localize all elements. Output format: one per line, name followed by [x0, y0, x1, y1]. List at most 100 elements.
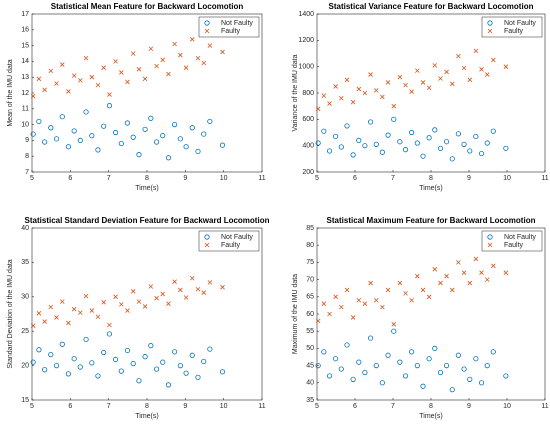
y-tick-label: 11: [22, 106, 29, 113]
y-tick-label: 25: [21, 328, 29, 335]
point: [321, 349, 327, 355]
point: [30, 131, 36, 137]
point: [195, 148, 201, 155]
point: [48, 125, 54, 131]
y-axis-label: Variance of the IMU data: [292, 54, 299, 131]
point: [391, 116, 397, 122]
legend-box: [198, 230, 260, 252]
y-tick-label: 65: [306, 294, 314, 301]
point: [409, 129, 415, 136]
point: [112, 129, 119, 136]
point: [101, 123, 107, 129]
point: [95, 314, 101, 320]
point: [48, 351, 54, 358]
point: [54, 315, 59, 320]
point: [362, 90, 368, 96]
point: [201, 131, 207, 137]
point: [367, 335, 374, 341]
x-tick-label: 10: [503, 175, 511, 182]
point: [409, 89, 414, 94]
point: [444, 273, 449, 279]
point: [484, 72, 490, 77]
point: [142, 76, 148, 82]
point: [83, 293, 89, 299]
point: [367, 119, 374, 125]
point: [333, 356, 339, 362]
point: [402, 147, 409, 153]
point: [402, 373, 409, 379]
point: [71, 128, 77, 134]
point: [326, 148, 333, 154]
point: [172, 41, 177, 47]
point: [432, 63, 438, 68]
point: [189, 275, 195, 281]
point: [124, 120, 131, 126]
point: [315, 362, 321, 369]
point: [356, 86, 362, 92]
point: [420, 383, 426, 389]
point: [89, 360, 95, 366]
point: [409, 349, 415, 355]
point: [385, 80, 391, 85]
legend-marker: [204, 20, 210, 26]
point: [65, 144, 72, 150]
point: [148, 343, 154, 349]
point: [327, 311, 332, 317]
point: [183, 295, 189, 300]
x-tick-label: 6: [68, 175, 72, 182]
point: [333, 294, 338, 300]
point: [113, 294, 118, 300]
point: [183, 144, 189, 150]
point: [148, 284, 154, 289]
legend-label: Not Faulty: [221, 20, 253, 27]
y-tick-label: 13: [21, 74, 29, 81]
point: [356, 297, 362, 303]
point: [432, 345, 438, 351]
x-tick-label: 9: [183, 403, 187, 410]
x-axis-label: Time(s): [419, 185, 442, 192]
y-tick-label: 75: [306, 259, 314, 266]
point: [154, 295, 159, 301]
point: [66, 320, 71, 326]
point: [42, 367, 48, 373]
point: [473, 256, 479, 262]
point: [107, 322, 112, 328]
point: [456, 260, 461, 265]
point: [479, 67, 484, 72]
point: [397, 280, 403, 286]
point: [362, 301, 368, 306]
y-tick-label: 70: [306, 276, 314, 283]
x-tick-label: 9: [467, 175, 471, 182]
point: [177, 362, 183, 369]
x-tick-label: 7: [107, 403, 111, 410]
point: [36, 118, 42, 125]
point: [71, 356, 77, 362]
point: [344, 342, 350, 348]
point: [391, 322, 397, 327]
point: [189, 352, 195, 358]
legend-marker: [204, 242, 210, 248]
y-tick-label: 15: [21, 42, 29, 49]
point: [455, 131, 461, 137]
point: [177, 136, 183, 142]
y-tick-label: 400: [302, 143, 314, 150]
point: [136, 378, 142, 384]
point: [373, 141, 379, 147]
y-tick-label: 1200: [298, 37, 314, 44]
legend-label: Faulty: [504, 28, 524, 35]
point: [461, 141, 467, 147]
y-tick-label: 15: [21, 397, 29, 404]
point: [473, 356, 479, 362]
y-tick-label: 80: [306, 242, 314, 249]
point: [160, 57, 165, 63]
point: [124, 347, 131, 354]
legend-box: [198, 16, 260, 38]
point: [65, 371, 72, 377]
point: [478, 150, 485, 157]
point: [491, 57, 496, 63]
point: [437, 369, 444, 376]
point: [338, 366, 344, 372]
point: [166, 301, 171, 306]
point: [362, 143, 368, 149]
point: [66, 89, 71, 94]
